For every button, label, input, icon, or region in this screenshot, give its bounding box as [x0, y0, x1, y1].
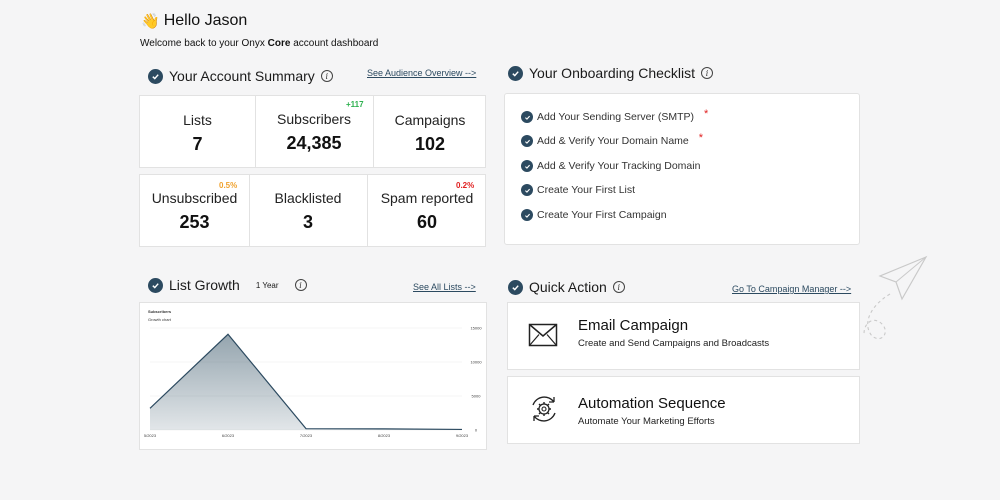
stat-label: Lists — [183, 112, 212, 128]
stat-blacklisted: Blacklisted 3 — [249, 190, 367, 233]
stat-subscribers: Subscribers 24,385 — [255, 111, 373, 154]
stat-label: Spam reported — [380, 190, 474, 206]
check-circle-icon — [521, 135, 533, 147]
stat-value: 3 — [302, 212, 313, 232]
x-tick-label: 6/2023 — [222, 433, 235, 438]
stat-label: Subscribers — [277, 111, 351, 127]
list-growth-title: List Growth — [169, 277, 240, 293]
quick-action-item-subtitle: Automate Your Marketing Efforts — [578, 416, 715, 427]
stat-label: Unsubscribed — [151, 190, 238, 206]
y-tick-label: 5000 — [472, 394, 482, 399]
spam-delta: 0.2% — [456, 181, 475, 190]
stat-value: 253 — [179, 212, 210, 232]
series-line — [149, 333, 463, 431]
stat-campaigns: Campaigns 102 — [373, 112, 487, 155]
quick-action-heading: Quick Action i — [508, 279, 625, 295]
x-tick-label: 9/2023 — [456, 433, 469, 438]
check-circle-icon — [148, 277, 163, 293]
quick-action-item-subtitle: Create and Send Campaigns and Broadcasts — [578, 338, 770, 349]
check-circle-icon — [521, 209, 533, 221]
onboarding-item[interactable]: Create Your First List — [521, 184, 635, 196]
stat-label: Blacklisted — [274, 190, 342, 206]
required-marker: * — [698, 132, 704, 144]
check-circle-icon — [508, 279, 523, 295]
summary-bottom-card: Unsubscribed 253 0.5% Blacklisted 3 Spam… — [139, 174, 486, 247]
onboarding-item[interactable]: Create Your First Campaign — [521, 209, 667, 221]
list-growth-chart-card: Subscribers Growth chart 15000 10000 5000 0… — [139, 302, 487, 450]
x-tick-label: 7/2023 — [300, 433, 313, 438]
x-tick-label: 5/2023 — [144, 433, 157, 438]
stat-lists: Lists 7 — [140, 112, 255, 155]
account-summary-title: Your Account Summary — [169, 68, 315, 84]
list-growth-heading: List Growth 1 Year i — [148, 277, 307, 293]
series-area — [150, 334, 462, 430]
check-circle-icon — [521, 160, 533, 172]
quick-action-item-title: Automation Sequence — [578, 395, 726, 412]
greeting: 👋 Hello Jason — [141, 12, 247, 30]
info-icon[interactable]: i — [320, 70, 333, 82]
y-tick-label: 0 — [475, 428, 478, 433]
welcome-suffix: account dashboard — [290, 38, 379, 49]
onboarding-title: Your Onboarding Checklist — [529, 65, 696, 81]
gear-cycle-icon — [532, 396, 556, 422]
onboarding-item-label: Create Your First List — [537, 184, 636, 196]
stat-value: 24,385 — [286, 133, 342, 153]
welcome-brand: Core — [267, 38, 291, 49]
envelope-icon — [528, 323, 558, 347]
welcome-text: Welcome back to your Onyx Core account d… — [140, 38, 378, 49]
onboarding-item-label: Create Your First Campaign — [537, 209, 667, 221]
stat-value: 102 — [414, 134, 446, 154]
see-all-lists-link[interactable]: See All Lists --> — [413, 282, 476, 292]
stat-value: 60 — [416, 212, 438, 232]
account-summary-heading: Your Account Summary i — [148, 68, 333, 84]
period-selector[interactable]: 1 Year — [255, 280, 279, 290]
onboarding-heading: Your Onboarding Checklist i — [508, 65, 714, 81]
check-circle-icon — [508, 65, 523, 81]
required-marker: * — [704, 108, 709, 120]
y-tick-label: 15000 — [470, 326, 482, 331]
greeting-text: Hello Jason — [163, 12, 248, 29]
stat-spam-reported: Spam reported 60 — [367, 190, 487, 233]
audience-overview-link[interactable]: See Audience Overview --> — [367, 68, 477, 78]
quick-action-automation-sequence[interactable]: Automation Sequence Automate Your Market… — [507, 376, 860, 444]
info-icon[interactable]: i — [612, 281, 625, 293]
onboarding-item-label: Add & Verify Your Tracking Domain — [537, 160, 701, 172]
summary-top-card: Lists 7 Subscribers 24,385 +117 Campaign… — [139, 95, 486, 168]
quick-action-email-campaign[interactable]: Email Campaign Create and Send Campaigns… — [507, 302, 860, 370]
subscribers-delta: +117 — [346, 100, 364, 109]
wave-emoji: 👋 — [141, 13, 160, 30]
quick-action-item-title: Email Campaign — [578, 317, 689, 334]
onboarding-item-label: Add & Verify Your Domain Name — [537, 135, 689, 147]
onboarding-item[interactable]: Add & Verify Your Domain Name * — [521, 132, 704, 147]
stat-label: Campaigns — [394, 112, 466, 128]
stat-value: 7 — [192, 134, 203, 154]
welcome-prefix: Welcome back to your Onyx — [140, 38, 268, 49]
x-tick-label: 8/2023 — [378, 433, 391, 438]
paper-plane-decoration-icon — [863, 255, 928, 340]
onboarding-item[interactable]: Add Your Sending Server (SMTP) * — [521, 108, 709, 123]
stat-unsubscribed: Unsubscribed 253 — [140, 190, 249, 233]
info-icon[interactable]: i — [701, 67, 714, 79]
onboarding-item-label: Add Your Sending Server (SMTP) — [537, 111, 694, 123]
chart-title: Subscribers — [148, 309, 172, 314]
area-chart: 15000 10000 5000 0 5/2023 6/2023 7/2023 8/2023 9… — [144, 326, 482, 439]
check-circle-icon — [148, 68, 163, 84]
check-circle-icon — [521, 111, 533, 123]
check-circle-icon — [521, 184, 533, 196]
y-tick-label: 10000 — [470, 360, 482, 365]
info-icon[interactable]: i — [294, 279, 307, 291]
onboarding-item[interactable]: Add & Verify Your Tracking Domain — [521, 160, 700, 172]
campaign-manager-link[interactable]: Go To Campaign Manager --> — [732, 284, 852, 294]
quick-action-title: Quick Action — [529, 279, 607, 295]
unsubscribed-delta: 0.5% — [219, 181, 238, 190]
onboarding-card: Add Your Sending Server (SMTP) * Add & V… — [504, 93, 860, 245]
chart-subtitle: Growth chart — [148, 317, 171, 322]
